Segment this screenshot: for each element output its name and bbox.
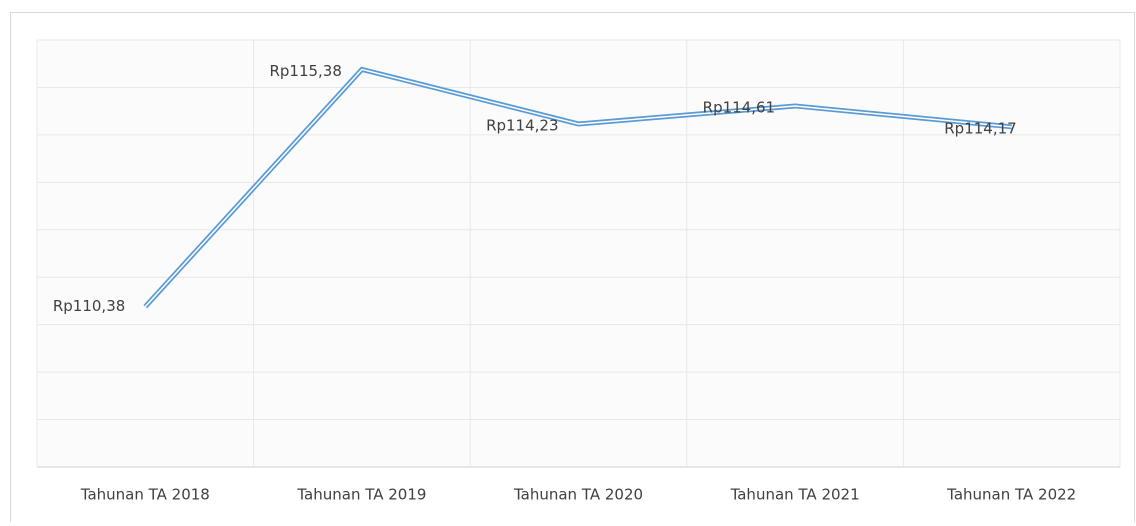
x-tick-label: Tahunan TA 2018 xyxy=(80,486,210,504)
plot-area xyxy=(37,40,1120,467)
data-label: Rp115,38 xyxy=(269,62,341,80)
x-tick-label: Tahunan TA 2021 xyxy=(730,486,860,504)
x-tick-label: Tahunan TA 2019 xyxy=(296,486,426,504)
line-inner xyxy=(144,68,1012,308)
data-label: Rp114,23 xyxy=(486,116,558,134)
x-tick-label: Tahunan TA 2022 xyxy=(946,486,1076,504)
x-tick-label: Tahunan TA 2020 xyxy=(513,486,643,504)
data-label: Rp114,17 xyxy=(944,119,1016,137)
data-label: Rp114,61 xyxy=(703,98,775,116)
data-label: Rp110,38 xyxy=(53,297,125,315)
